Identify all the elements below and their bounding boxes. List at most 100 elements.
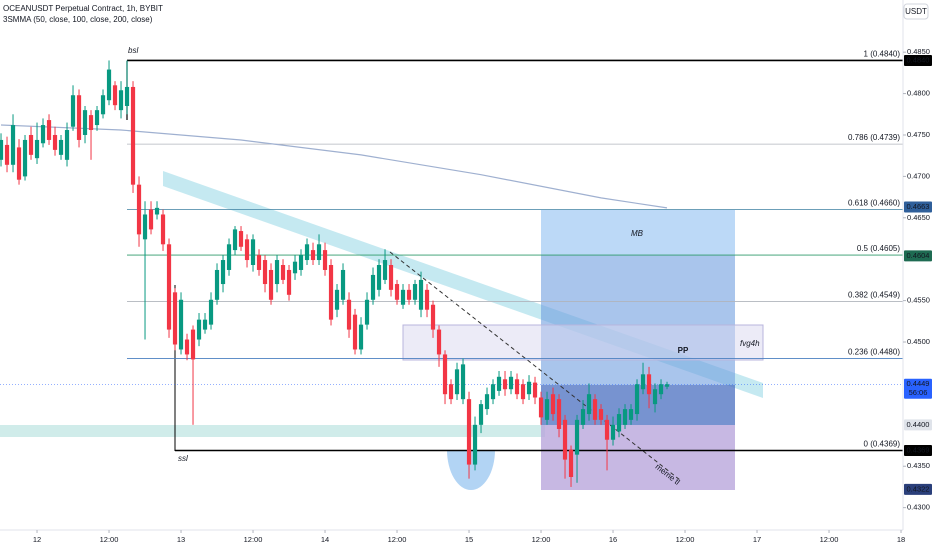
price-label: 0.4322 bbox=[907, 484, 930, 493]
drawings bbox=[0, 61, 764, 490]
x-tick-label: 12:00 bbox=[820, 535, 839, 544]
price-label-box bbox=[904, 250, 932, 262]
candle-body bbox=[394, 284, 400, 300]
candle-body bbox=[34, 139, 40, 159]
countdown: 56:06 bbox=[909, 388, 928, 397]
candle-body bbox=[88, 115, 94, 131]
levels: 1 (0.4840) 0.786 (0.4739) 0.618 (0.4660) 0.… bbox=[0, 50, 903, 452]
candle-body bbox=[544, 399, 550, 420]
candle-body bbox=[580, 409, 586, 425]
candle-body bbox=[610, 424, 616, 440]
chart-title: OCEANUSDT Perpetual Contract, 1h, BYBIT bbox=[3, 4, 163, 13]
x-tick-label: 18 bbox=[897, 535, 905, 544]
x-tick-label: 14 bbox=[321, 535, 329, 544]
currency-button-label[interactable]: USDT bbox=[905, 7, 927, 16]
candle-body bbox=[280, 265, 286, 280]
candle-body bbox=[322, 250, 328, 270]
candle-body bbox=[286, 269, 292, 295]
x-tick-label: 16 bbox=[609, 535, 617, 544]
price-label: 0.4663 bbox=[907, 202, 930, 211]
trend-line bbox=[389, 251, 681, 481]
y-tick-label: 0.4850 bbox=[907, 47, 930, 56]
candle-body bbox=[154, 207, 160, 215]
candle-body bbox=[334, 289, 340, 310]
candle-body bbox=[376, 265, 382, 290]
candle-body bbox=[172, 292, 178, 345]
candle-body bbox=[550, 394, 556, 415]
candle-body bbox=[424, 289, 430, 310]
candle-body bbox=[412, 284, 418, 300]
candle-body bbox=[448, 384, 454, 400]
candle-body bbox=[382, 260, 388, 280]
currency-button[interactable] bbox=[903, 3, 929, 20]
x-tick-label: 15 bbox=[465, 535, 473, 544]
candle-body bbox=[16, 147, 22, 180]
x-tick-label: 13 bbox=[177, 535, 185, 544]
candle-body bbox=[586, 394, 592, 415]
mb-box-top bbox=[541, 210, 735, 255]
candle-body bbox=[214, 269, 220, 300]
x-tick-label: 12 bbox=[33, 535, 41, 544]
indicator-label: 3SMMA (50, close, 100, close, 200, close… bbox=[3, 15, 153, 24]
candle-body bbox=[28, 134, 34, 155]
candle-body bbox=[316, 244, 322, 261]
candle-body bbox=[658, 384, 664, 395]
fib-level-label: 0 (0.4369) bbox=[864, 440, 901, 449]
candle-body bbox=[328, 265, 334, 320]
candle-body bbox=[508, 376, 514, 390]
candle-body bbox=[52, 134, 58, 150]
fvg-box bbox=[402, 324, 764, 361]
candle-body bbox=[100, 95, 106, 115]
candle-body bbox=[292, 261, 298, 274]
candle-body bbox=[304, 244, 310, 261]
candle-body bbox=[502, 379, 508, 390]
candle-body bbox=[574, 419, 580, 455]
candle-body bbox=[190, 329, 196, 360]
candle-body bbox=[400, 289, 406, 305]
candle-body bbox=[268, 269, 274, 300]
candle-body bbox=[526, 381, 532, 395]
candle-body bbox=[244, 239, 250, 261]
price-label-box bbox=[904, 483, 932, 495]
candle-body bbox=[202, 319, 208, 330]
candle-body bbox=[184, 339, 190, 355]
candle-body bbox=[514, 379, 520, 395]
candle-body bbox=[454, 369, 460, 395]
y-tick-label: 0.4550 bbox=[907, 296, 930, 305]
y-tick-label: 0.4500 bbox=[907, 337, 930, 346]
x-tick-label: 12:00 bbox=[532, 535, 551, 544]
fib-level-label: 0.786 (0.4739) bbox=[848, 133, 900, 142]
candle-body bbox=[226, 244, 232, 270]
candle-body bbox=[124, 86, 130, 106]
price-label: 0.4840 bbox=[907, 55, 930, 64]
candle-body bbox=[436, 329, 442, 355]
candle-body bbox=[58, 139, 64, 155]
price-label-box bbox=[904, 54, 932, 66]
candle-body bbox=[532, 382, 538, 398]
price-label-box bbox=[904, 445, 932, 456]
price-label: 0.4369 bbox=[907, 445, 930, 454]
candle-body bbox=[208, 299, 214, 325]
candle-body bbox=[640, 374, 646, 390]
candle-body bbox=[622, 409, 628, 425]
candle-body bbox=[82, 110, 88, 135]
fvg-label: fvg4h bbox=[740, 339, 760, 348]
candle-body bbox=[628, 409, 634, 420]
price-label-box bbox=[904, 419, 932, 431]
plot-background bbox=[0, 0, 903, 530]
candle-body bbox=[418, 279, 424, 310]
candle-body bbox=[664, 384, 670, 387]
candle-body bbox=[46, 120, 52, 140]
candle-body bbox=[598, 409, 604, 420]
candle-body bbox=[346, 299, 352, 330]
candle-body bbox=[118, 90, 124, 111]
axis-labels: 0.4850 0.4800 0.4750 0.4700 0.4650 0.4550 0.45… bbox=[33, 47, 932, 544]
price-label-box bbox=[904, 378, 932, 399]
pp-label: PP bbox=[678, 346, 689, 355]
x-tick-label: 17 bbox=[753, 535, 761, 544]
candle-body bbox=[592, 399, 598, 420]
fib-level-label: 0.236 (0.4480) bbox=[848, 348, 900, 357]
y-tick-label: 0.4350 bbox=[907, 461, 930, 470]
candle-body bbox=[10, 125, 16, 165]
ssl-label: ssl bbox=[178, 454, 188, 463]
